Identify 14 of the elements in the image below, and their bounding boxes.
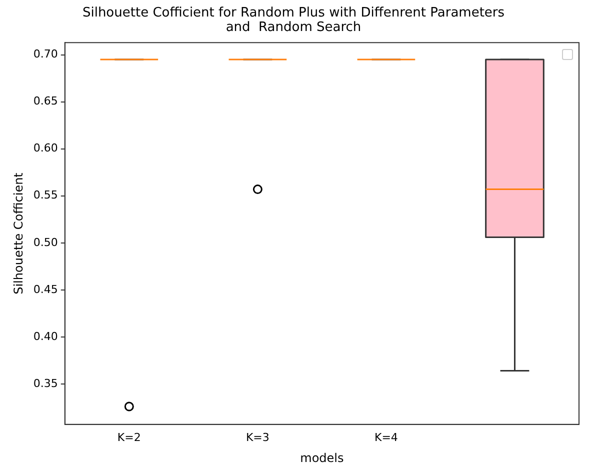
y-tick-label: 0.50 [33,236,58,249]
x-tick-label: K=4 [374,430,398,444]
chart-title: Silhouette Cofficient for Random Plus with Diffenrent Parameters and Random Search [82,6,505,35]
x-tick-label: K=2 [117,430,141,444]
y-axis-title: Silhouette Cofficient [11,172,26,294]
y-tick-label: 0.40 [33,330,58,343]
y-tick-label: 0.35 [33,376,58,390]
x-tick-label: K=3 [246,430,270,444]
x-axis-title: models [300,450,344,465]
y-tick-label: 0.55 [33,188,58,202]
y-tick-label: 0.45 [33,282,58,296]
y-tick-label: 0.70 [33,48,58,61]
y-tick-label: 0.60 [33,142,58,155]
y-tick-label: 0.65 [33,94,58,108]
